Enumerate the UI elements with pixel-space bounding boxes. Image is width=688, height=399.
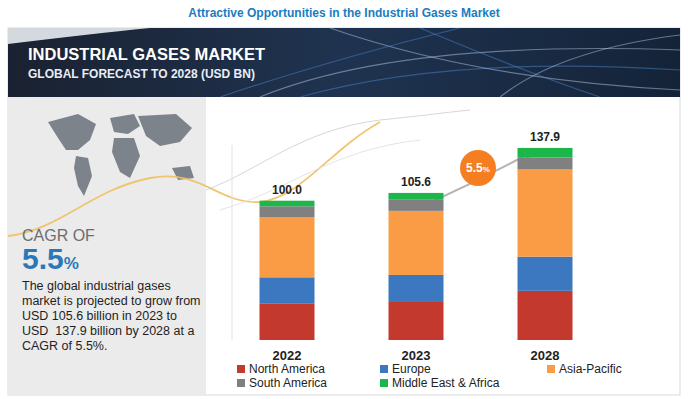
cagr-bubble <box>460 150 496 186</box>
map-shape <box>48 114 96 150</box>
category-label: 2022 <box>273 348 302 363</box>
page-title: Attractive Opportunities in the Industri… <box>188 6 499 20</box>
bar-segment <box>518 291 573 340</box>
total-label: 100.0 <box>272 183 302 197</box>
bar-segment <box>260 217 315 277</box>
left-panel <box>8 97 206 395</box>
legend-swatch <box>237 379 245 387</box>
cagr-bubble-label: 5.5% <box>466 161 490 175</box>
legend-swatch <box>380 365 388 373</box>
header-streak <box>300 66 680 97</box>
header-band <box>8 28 680 97</box>
header-streak <box>420 28 600 97</box>
bar-segment <box>260 277 315 303</box>
cagr-unit: % <box>64 254 79 273</box>
category-label: 2023 <box>402 348 431 363</box>
legend-swatch <box>380 379 388 387</box>
category-label: 2028 <box>531 348 560 363</box>
bar-segment <box>518 158 573 170</box>
legend-label: North America <box>249 362 325 376</box>
bar-segment <box>389 302 444 340</box>
legend-label: Middle East & Africa <box>392 376 500 390</box>
decor-curve <box>206 110 470 190</box>
legend-label: South America <box>249 376 327 390</box>
subtitle: GLOBAL FORECAST TO 2028 (USD BN) <box>28 67 255 81</box>
header-streak <box>500 35 680 97</box>
frame <box>8 28 680 395</box>
map-shape <box>112 138 140 178</box>
total-label: 105.6 <box>401 175 431 189</box>
cagr-value: 5.5% <box>22 242 79 275</box>
total-label: 137.9 <box>530 130 560 144</box>
legend-label: Europe <box>392 362 431 376</box>
bar-segment <box>518 148 573 158</box>
legend-swatch <box>237 365 245 373</box>
description: The global industrial gases market is pr… <box>22 279 204 354</box>
bar-segment <box>260 304 315 340</box>
infographic: {"chart_data": { "type": "bar", "stacked… <box>0 0 688 399</box>
map-shape <box>74 156 92 196</box>
header-corner <box>8 28 150 44</box>
bar-segment <box>389 193 444 200</box>
bar-segment <box>260 206 315 217</box>
cagr-bubble-unit: % <box>483 165 490 174</box>
legend-label: Asia-Pacific <box>559 362 622 376</box>
map-shape <box>138 114 192 146</box>
cagr-bubble-number: 5.5 <box>466 161 483 175</box>
map-shape <box>110 114 140 134</box>
header-streak <box>330 28 680 90</box>
y-axis-line <box>232 145 233 340</box>
title: INDUSTRIAL GASES MARKET <box>28 45 265 63</box>
legend-swatch <box>547 365 555 373</box>
decor-curve <box>8 122 380 236</box>
bars <box>260 148 573 340</box>
cagr-number: 5.5 <box>22 242 64 275</box>
bar-segment <box>389 200 444 211</box>
bar-segment <box>518 170 573 257</box>
bar-segment <box>260 201 315 207</box>
bar-segment <box>389 211 444 275</box>
bar-segment <box>389 275 444 302</box>
header-streak <box>260 49 680 97</box>
bar-segment <box>518 257 573 291</box>
